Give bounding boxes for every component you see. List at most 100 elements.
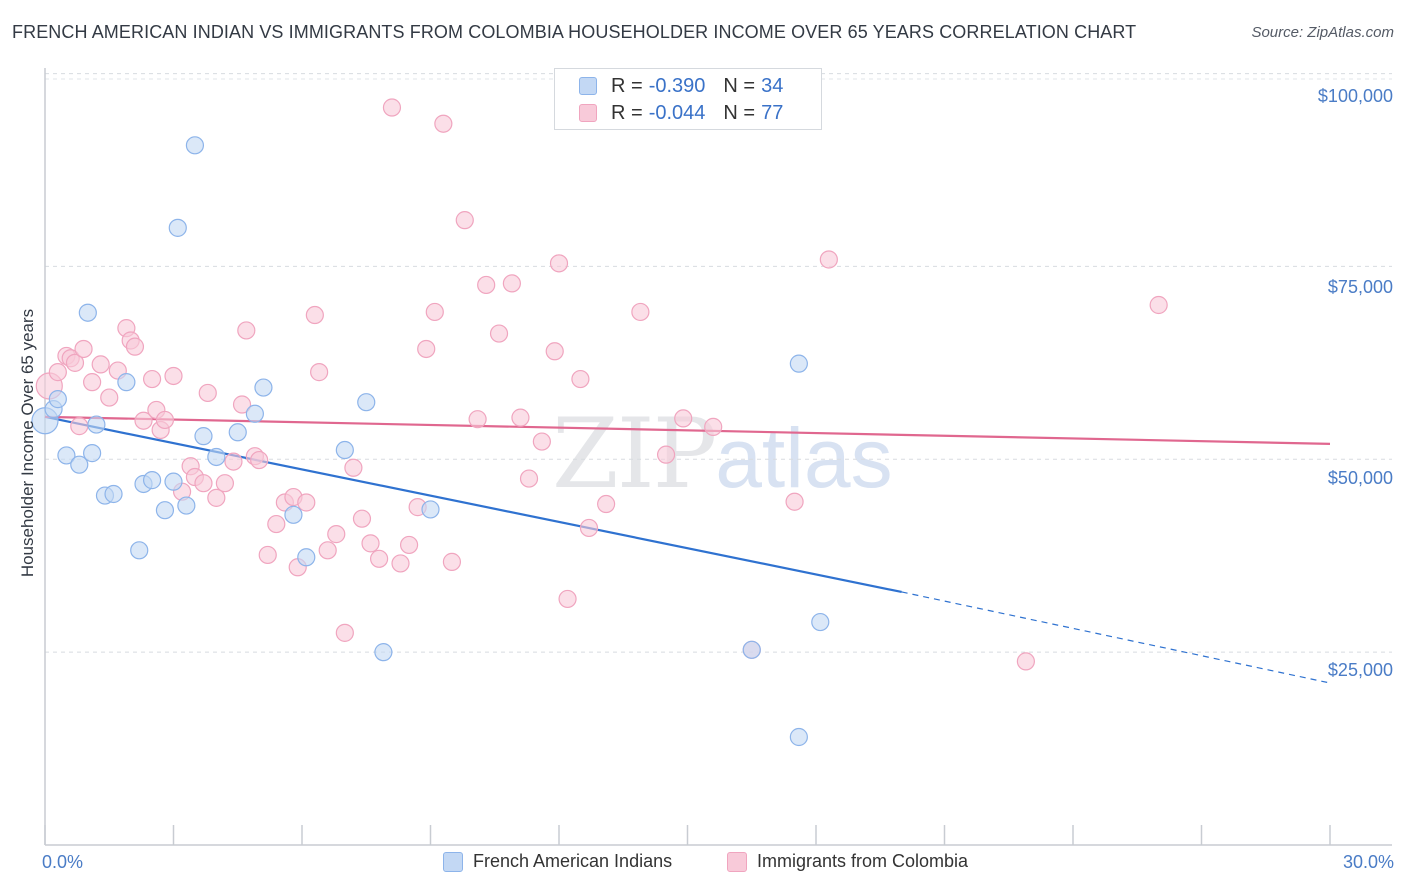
- point-immigrants-from-colombia-39: [310, 363, 329, 382]
- point-immigrants-from-colombia-53: [434, 114, 453, 133]
- point-french-american-indians-10: [117, 373, 136, 392]
- point-immigrants-from-colombia-51: [417, 339, 436, 359]
- point-immigrants-from-colombia-77: [1149, 295, 1168, 315]
- point-french-american-indians-16: [168, 218, 187, 237]
- point-french-american-indians-28: [374, 643, 393, 662]
- point-immigrants-from-colombia-32: [258, 545, 277, 565]
- legend-row-french-american-indians: R = -0.390 N = 34: [579, 73, 783, 99]
- point-immigrants-from-colombia-52: [425, 302, 444, 322]
- point-immigrants-from-colombia-68: [597, 494, 616, 514]
- point-french-american-indians-29: [421, 500, 440, 519]
- legend-r-label: R =: [611, 101, 643, 124]
- point-immigrants-from-colombia-13: [125, 337, 145, 356]
- point-immigrants-from-colombia-37: [297, 493, 316, 512]
- point-french-american-indians-21: [228, 423, 247, 442]
- point-french-american-indians-19: [194, 427, 213, 446]
- legend-n-label: N =: [723, 101, 756, 124]
- point-immigrants-from-colombia-45: [361, 534, 380, 553]
- point-immigrants-from-colombia-64: [549, 254, 569, 273]
- point-french-american-indians-23: [254, 378, 273, 397]
- point-immigrants-from-colombia-46: [370, 549, 389, 568]
- point-immigrants-from-colombia-48: [391, 554, 410, 573]
- point-immigrants-from-colombia-1: [48, 363, 67, 382]
- source-label: Source: ZipAtlas.com: [1251, 24, 1394, 41]
- point-immigrants-from-colombia-43: [344, 458, 363, 477]
- point-immigrants-from-colombia-42: [335, 623, 354, 642]
- point-french-american-indians-20: [207, 447, 226, 467]
- point-immigrants-from-colombia-27: [224, 452, 243, 471]
- point-french-american-indians-2: [48, 390, 67, 409]
- point-immigrants-from-colombia-54: [442, 552, 462, 571]
- y-tick-label-75000: $75,000: [1327, 277, 1393, 297]
- point-immigrants-from-colombia-76: [1016, 652, 1035, 671]
- series-legend-label: Immigrants from Colombia: [757, 851, 969, 871]
- point-french-american-indians-3: [57, 446, 76, 465]
- point-french-american-indians-6: [83, 444, 102, 463]
- point-french-american-indians-25: [297, 548, 316, 567]
- point-immigrants-from-colombia-63: [545, 342, 564, 361]
- point-french-american-indians-22: [245, 404, 264, 423]
- point-immigrants-from-colombia-71: [674, 409, 693, 428]
- point-french-american-indians-27: [357, 393, 376, 412]
- point-immigrants-from-colombia-61: [519, 469, 539, 488]
- point-immigrants-from-colombia-55: [455, 211, 474, 230]
- legend-n-label: N =: [723, 74, 756, 97]
- legend-r-value: -0.390: [648, 74, 706, 97]
- point-immigrants-from-colombia-72: [704, 417, 723, 436]
- chart-title: FRENCH AMERICAN INDIAN VS IMMIGRANTS FRO…: [12, 22, 1137, 42]
- legend-r-label: R =: [611, 74, 643, 97]
- y-tick-label-100000: $100,000: [1317, 86, 1393, 106]
- point-immigrants-from-colombia-6: [74, 339, 93, 359]
- legend-n-value: 77: [761, 101, 784, 124]
- series-swatch-pink: [727, 851, 747, 872]
- data-points: [31, 98, 1168, 747]
- point-immigrants-from-colombia-57: [477, 275, 496, 295]
- point-french-american-indians-17: [177, 496, 196, 515]
- point-immigrants-from-colombia-69: [631, 302, 650, 322]
- legend-n-value: 34: [761, 74, 784, 97]
- point-immigrants-from-colombia-24: [198, 383, 217, 403]
- point-immigrants-from-colombia-8: [91, 355, 110, 374]
- point-french-american-indians-5: [78, 303, 97, 322]
- point-immigrants-from-colombia-14: [134, 411, 153, 430]
- x-tick-label-max: 30.0%: [1342, 852, 1394, 872]
- trend-line-french-american-indians-projection: [901, 591, 1331, 684]
- point-immigrants-from-colombia-67: [579, 518, 599, 538]
- legend-swatch-blue: [579, 77, 597, 95]
- point-immigrants-from-colombia-75: [819, 250, 838, 269]
- point-french-american-indians-7: [87, 415, 106, 434]
- point-immigrants-from-colombia-59: [502, 274, 521, 293]
- point-immigrants-from-colombia-5: [70, 417, 89, 436]
- trend-line-french-american-indians: [44, 415, 902, 594]
- point-immigrants-from-colombia-56: [468, 410, 487, 429]
- point-immigrants-from-colombia-58: [489, 324, 509, 343]
- point-french-american-indians-31: [811, 612, 830, 632]
- y-tick-label-25000: $25,000: [1327, 660, 1393, 680]
- point-french-american-indians-9: [104, 484, 123, 504]
- point-immigrants-from-colombia-18: [155, 410, 175, 430]
- point-immigrants-from-colombia-33: [267, 514, 286, 534]
- y-axis-label: Householder Income Over 65 years: [18, 308, 37, 578]
- point-immigrants-from-colombia-15: [142, 369, 162, 389]
- gridlines: [45, 73, 1392, 653]
- point-immigrants-from-colombia-40: [318, 541, 337, 560]
- point-immigrants-from-colombia-31: [250, 450, 269, 470]
- point-immigrants-from-colombia-74: [785, 492, 804, 511]
- point-immigrants-from-colombia-7: [83, 373, 102, 392]
- point-immigrants-from-colombia-41: [327, 525, 346, 544]
- point-immigrants-from-colombia-44: [352, 509, 372, 528]
- series-legend-french-american-indians[interactable]: French American Indians: [443, 851, 672, 872]
- point-immigrants-from-colombia-70: [656, 445, 676, 464]
- point-immigrants-from-colombia-62: [532, 432, 551, 451]
- point-immigrants-from-colombia-4: [65, 353, 85, 372]
- point-french-american-indians-18: [185, 136, 205, 155]
- point-immigrants-from-colombia-65: [558, 589, 577, 609]
- legend-r-value: -0.044: [648, 101, 706, 124]
- correlation-legend: R = -0.390 N = 34 R = -0.044 N = 77: [554, 68, 822, 130]
- series-legend-immigrants-from-colombia[interactable]: Immigrants from Colombia: [727, 851, 968, 872]
- x-tick-label-min: 0.0%: [42, 852, 84, 872]
- point-immigrants-from-colombia-38: [305, 305, 324, 325]
- point-immigrants-from-colombia-60: [511, 408, 530, 427]
- point-french-american-indians-4: [70, 455, 89, 474]
- point-immigrants-from-colombia-47: [382, 98, 402, 117]
